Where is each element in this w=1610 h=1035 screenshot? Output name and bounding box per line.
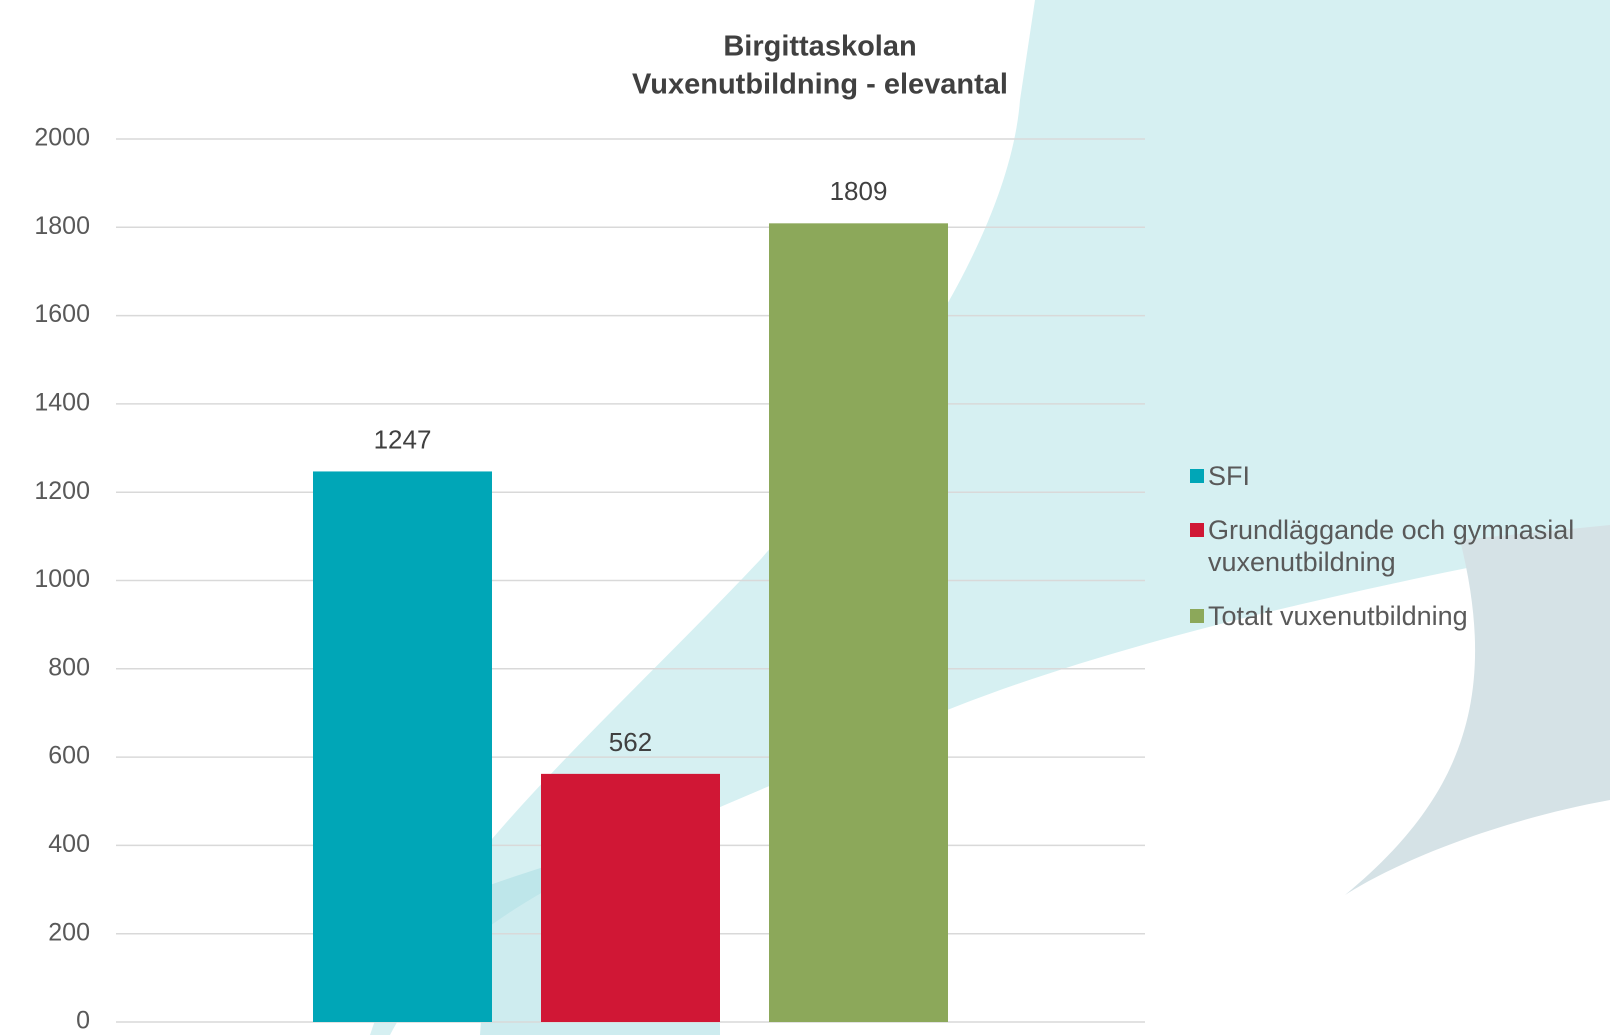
legend-swatch — [1190, 469, 1204, 483]
y-tick-label: 2000 — [34, 124, 90, 152]
bar — [769, 223, 948, 1022]
y-tick-label: 400 — [48, 830, 90, 858]
legend: SFI Grundläggande och gymnasial vuxenutbi… — [1190, 460, 1610, 654]
legend-swatch — [1190, 523, 1204, 537]
data-label: 562 — [609, 727, 652, 757]
data-label: 1247 — [374, 424, 432, 454]
y-tick-label: 600 — [48, 742, 90, 770]
data-label: 1809 — [830, 176, 888, 206]
background-wave — [1345, 525, 1610, 895]
bar — [313, 471, 492, 1023]
chart-title: Birgittaskolan — [723, 31, 916, 63]
y-tick-label: 800 — [48, 653, 90, 681]
y-tick-label: 0 — [76, 1007, 90, 1035]
legend-label: SFI — [1208, 461, 1251, 491]
legend-item: Totalt vuxenutbildning — [1190, 600, 1610, 632]
legend-item: Grundläggande och gymnasial vuxenutbildn… — [1190, 514, 1610, 578]
y-tick-label: 1600 — [34, 300, 90, 328]
y-tick-label: 1000 — [34, 565, 90, 593]
legend-item: SFI — [1190, 460, 1610, 492]
y-tick-label: 200 — [48, 918, 90, 946]
legend-label: Totalt vuxenutbildning — [1208, 601, 1468, 631]
chart-subtitle: Vuxenutbildning - elevantal — [632, 69, 1008, 101]
y-tick-label: 1800 — [34, 212, 90, 240]
plot: 0 200 400 600 800 1000 1200 1400 1600 1800 2000 124… — [34, 124, 1145, 1035]
bar — [541, 773, 720, 1022]
legend-swatch — [1190, 609, 1204, 623]
y-tick-label: 1400 — [34, 389, 90, 417]
y-tick-label: 1200 — [34, 477, 90, 505]
legend-label: Grundläggande och gymnasial vuxenutbildn… — [1208, 515, 1575, 577]
